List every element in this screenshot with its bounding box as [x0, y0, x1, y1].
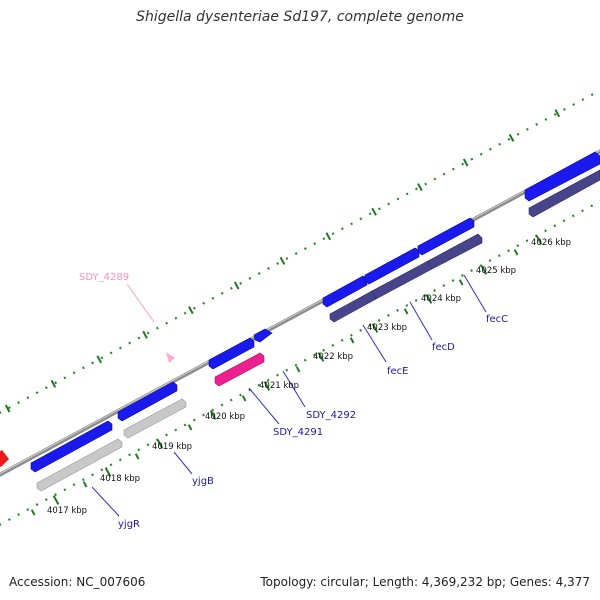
- scale-tick: [187, 424, 193, 431]
- outer-ring-tick: [4, 404, 11, 413]
- gene-rna-sdy4291[interactable]: [214, 352, 265, 387]
- scale-tick: [295, 366, 301, 373]
- tick-label: 4024 kbp: [421, 294, 461, 304]
- gene-forward-1[interactable]: [30, 420, 113, 473]
- scale-tick: [458, 279, 464, 286]
- genome-summary-text: Topology: circular; Length: 4,369,232 bp…: [260, 575, 590, 589]
- scale-tick: [30, 509, 36, 516]
- scale-tick: [156, 439, 164, 449]
- scale-tick: [317, 352, 325, 362]
- gene-label-yjgB[interactable]: yjgB: [192, 476, 214, 487]
- feature-unknown[interactable]: [0, 450, 9, 470]
- tick-label: 4023 kbp: [367, 323, 407, 333]
- misc-label-sdy4289[interactable]: SDY_4289: [79, 272, 129, 283]
- leader-sdy4291: [248, 387, 280, 425]
- outer-ring-tick: [50, 379, 57, 388]
- leader-yjgB: [173, 451, 193, 475]
- leader-sdy4292: [282, 370, 306, 408]
- gene-label-yjgR[interactable]: yjgR: [118, 519, 140, 530]
- gene-forward-8[interactable]: [524, 151, 600, 202]
- outer-ring-tick: [142, 330, 148, 339]
- outer-ring-tick: [279, 256, 286, 265]
- scale-ticks: [4, 109, 561, 516]
- outer-ring-tick: [417, 183, 423, 192]
- gene-forward-3[interactable]: [208, 337, 255, 370]
- tick-labels: 4017 kbp 4018 kbp 4019 kbp 4020 kbp 4021…: [47, 238, 571, 516]
- accession-text: Accession: NC_007606: [9, 575, 146, 589]
- gene-label-sdy4291[interactable]: SDY_4291: [273, 427, 323, 438]
- gene-labels: yjgR yjgB SDY_4291 SDY_4292 fecE fecD fe…: [118, 314, 508, 530]
- outer-ring-tick: [233, 281, 240, 290]
- scale-tick: [104, 467, 112, 477]
- scale-tick: [535, 235, 543, 245]
- outer-ring-tick: [188, 306, 194, 315]
- outer-ring-tick: [554, 109, 561, 118]
- tick-label: 4018 kbp: [100, 474, 140, 484]
- inner-dotted-ring: [0, 200, 600, 526]
- tick-label: 4017 kbp: [47, 506, 87, 516]
- scale-tick: [52, 495, 60, 505]
- gene-label-fecC[interactable]: fecC: [486, 314, 508, 325]
- outer-ring-tick: [508, 133, 515, 142]
- misc-feature-sdy4289[interactable]: [166, 352, 175, 363]
- label-leaders: [91, 274, 487, 517]
- tick-label: 4021 kbp: [259, 381, 299, 391]
- scale-tick: [480, 265, 488, 275]
- outer-dotted-ring: [0, 89, 600, 414]
- scale-tick: [425, 294, 433, 304]
- gene-forward-6[interactable]: [364, 247, 420, 285]
- tick-label: 4026 kbp: [531, 238, 571, 248]
- tick-label: 4025 kbp: [476, 266, 516, 276]
- map-title: Shigella dysenteriae Sd197, complete gen…: [136, 9, 464, 25]
- tick-label: 4020 kbp: [205, 412, 245, 422]
- outer-ring-tick: [325, 232, 332, 241]
- gene-label-sdy4292[interactable]: SDY_4292: [306, 410, 356, 421]
- scale-tick: [403, 308, 409, 315]
- gene-forward-5[interactable]: [322, 275, 368, 308]
- gene-operon-fecC[interactable]: [427, 233, 483, 270]
- leader-sdy4289: [126, 283, 155, 323]
- tick-label: 4022 kbp: [313, 352, 353, 362]
- gene-forward-2[interactable]: [117, 381, 178, 422]
- scale-tick: [349, 337, 355, 344]
- map-plot-area: 4017 kbp 4018 kbp 4019 kbp 4020 kbp 4021…: [0, 89, 600, 530]
- scale-tick: [263, 381, 271, 391]
- scale-tick: [209, 410, 217, 420]
- gene-label-fecD[interactable]: fecD: [432, 342, 455, 353]
- leader-fecC: [463, 274, 487, 313]
- outer-ring-tick: [96, 355, 103, 364]
- gene-label-fecE[interactable]: fecE: [387, 366, 409, 377]
- gene-operon-right[interactable]: [528, 169, 600, 218]
- scale-tick: [371, 323, 379, 333]
- gene-grey-2[interactable]: [123, 398, 187, 439]
- gene-forward-7[interactable]: [417, 217, 475, 256]
- outer-ring-tick: [462, 158, 469, 167]
- leader-fecD: [409, 301, 433, 341]
- scale-tick: [513, 249, 519, 256]
- leader-fecE: [362, 324, 387, 363]
- scale-tick: [241, 395, 247, 402]
- outer-ring-tick: [371, 207, 377, 216]
- gene-grey-1[interactable]: [36, 438, 123, 492]
- tick-label: 4019 kbp: [152, 442, 192, 452]
- leader-yjgR: [91, 486, 120, 517]
- scale-tick: [82, 481, 88, 488]
- genome-backbone-highlight: [0, 149, 600, 475]
- genome-backbone: [0, 149, 600, 477]
- scale-tick: [134, 453, 140, 460]
- gene-forward-4[interactable]: [253, 328, 273, 343]
